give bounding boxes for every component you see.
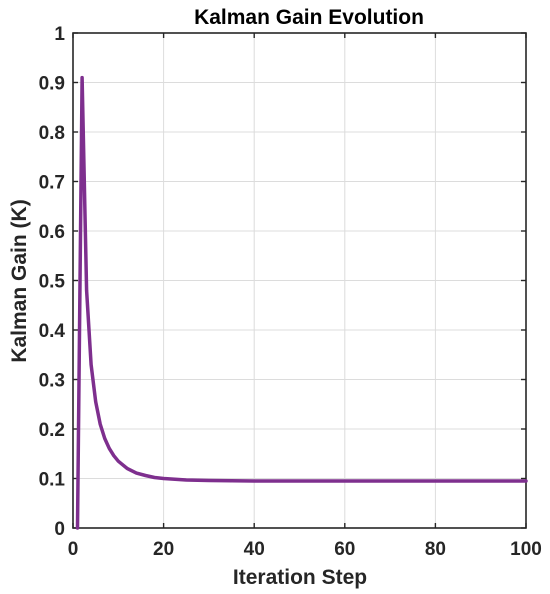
x-tick-label: 20: [153, 539, 174, 560]
x-tick-label: 80: [425, 539, 446, 560]
y-tick-label: 0.3: [39, 371, 65, 392]
series-line: [75, 75, 528, 530]
y-tick-label: 0.9: [39, 74, 65, 95]
x-tick-label: 0: [68, 539, 79, 560]
x-tick-label: 40: [244, 539, 265, 560]
axis-ticks: 0 20 40 60 80 100 0 0.1 0.2 0.3 0.4 0.5 0.6 0.7 0.8 0.9…: [39, 24, 542, 560]
y-tick-label: 0: [54, 519, 65, 540]
y-tick-label: 1: [54, 24, 65, 45]
y-axis-title: Kalman Gain (K): [8, 199, 31, 362]
grid: [72, 32, 527, 529]
y-tick-label: 0.7: [39, 173, 65, 194]
y-tick-label: 0.4: [39, 321, 66, 342]
y-tick-label: 0.5: [39, 272, 66, 293]
x-tick-label: 60: [334, 539, 355, 560]
y-tick-label: 0.8: [39, 123, 65, 144]
y-tick-label: 0.1: [39, 470, 66, 491]
chart-title: Kalman Gain Evolution: [194, 6, 424, 29]
x-axis-title: Iteration Step: [233, 566, 367, 589]
x-tick-label: 100: [510, 539, 542, 560]
y-tick-label: 0.6: [39, 222, 65, 243]
y-tick-label: 0.2: [39, 420, 65, 441]
series-layer: [75, 75, 528, 530]
